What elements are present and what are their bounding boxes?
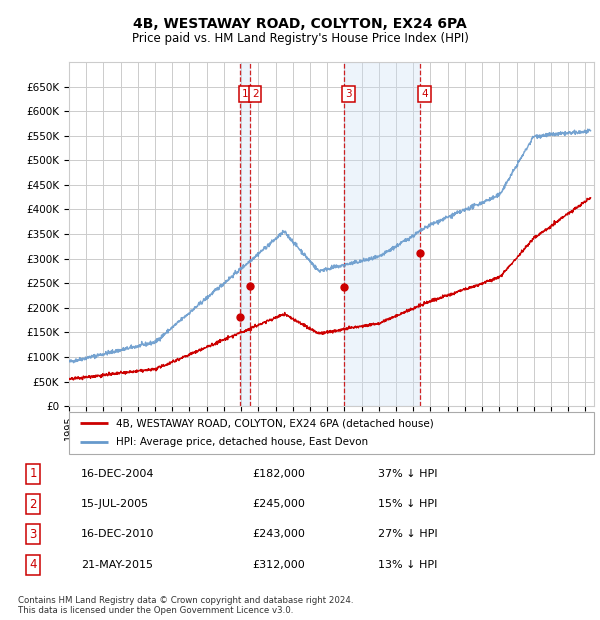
Text: 37% ↓ HPI: 37% ↓ HPI bbox=[378, 469, 437, 479]
Text: Contains HM Land Registry data © Crown copyright and database right 2024.
This d: Contains HM Land Registry data © Crown c… bbox=[18, 596, 353, 615]
Text: 3: 3 bbox=[345, 89, 352, 99]
Text: 15% ↓ HPI: 15% ↓ HPI bbox=[378, 499, 437, 509]
Text: 3: 3 bbox=[29, 528, 37, 541]
Text: 16-DEC-2004: 16-DEC-2004 bbox=[81, 469, 155, 479]
Text: 4B, WESTAWAY ROAD, COLYTON, EX24 6PA (detached house): 4B, WESTAWAY ROAD, COLYTON, EX24 6PA (de… bbox=[116, 418, 434, 428]
Text: 16-DEC-2010: 16-DEC-2010 bbox=[81, 529, 154, 539]
Text: 1: 1 bbox=[29, 467, 37, 481]
Text: 27% ↓ HPI: 27% ↓ HPI bbox=[378, 529, 437, 539]
Text: 13% ↓ HPI: 13% ↓ HPI bbox=[378, 560, 437, 570]
Text: £312,000: £312,000 bbox=[252, 560, 305, 570]
Text: HPI: Average price, detached house, East Devon: HPI: Average price, detached house, East… bbox=[116, 438, 368, 448]
Bar bbox=[241, 62, 250, 406]
Text: 15-JUL-2005: 15-JUL-2005 bbox=[81, 499, 149, 509]
Text: 21-MAY-2015: 21-MAY-2015 bbox=[81, 560, 153, 570]
Text: £245,000: £245,000 bbox=[252, 499, 305, 509]
Text: 2: 2 bbox=[252, 89, 259, 99]
Text: 2: 2 bbox=[29, 498, 37, 511]
FancyBboxPatch shape bbox=[69, 412, 594, 454]
Text: £182,000: £182,000 bbox=[252, 469, 305, 479]
Text: 1: 1 bbox=[242, 89, 248, 99]
Text: 4B, WESTAWAY ROAD, COLYTON, EX24 6PA: 4B, WESTAWAY ROAD, COLYTON, EX24 6PA bbox=[133, 17, 467, 32]
Text: 4: 4 bbox=[29, 558, 37, 571]
Text: Price paid vs. HM Land Registry's House Price Index (HPI): Price paid vs. HM Land Registry's House … bbox=[131, 32, 469, 45]
Bar bbox=[344, 62, 420, 406]
Text: £243,000: £243,000 bbox=[252, 529, 305, 539]
Text: 4: 4 bbox=[421, 89, 428, 99]
